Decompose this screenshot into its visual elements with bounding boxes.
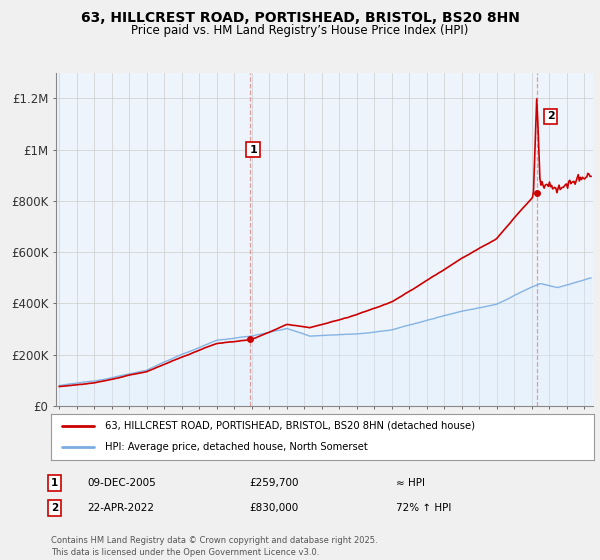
Text: 72% ↑ HPI: 72% ↑ HPI — [396, 503, 451, 513]
Text: HPI: Average price, detached house, North Somerset: HPI: Average price, detached house, Nort… — [106, 442, 368, 452]
Text: 1: 1 — [249, 144, 257, 155]
Text: £259,700: £259,700 — [249, 478, 299, 488]
Text: 2: 2 — [51, 503, 58, 513]
Text: 63, HILLCREST ROAD, PORTISHEAD, BRISTOL, BS20 8HN: 63, HILLCREST ROAD, PORTISHEAD, BRISTOL,… — [80, 11, 520, 25]
Text: 22-APR-2022: 22-APR-2022 — [87, 503, 154, 513]
Text: 09-DEC-2005: 09-DEC-2005 — [87, 478, 156, 488]
Text: 2: 2 — [547, 111, 554, 122]
Text: 63, HILLCREST ROAD, PORTISHEAD, BRISTOL, BS20 8HN (detached house): 63, HILLCREST ROAD, PORTISHEAD, BRISTOL,… — [106, 421, 475, 431]
Text: £830,000: £830,000 — [249, 503, 298, 513]
Text: 1: 1 — [51, 478, 58, 488]
Text: ≈ HPI: ≈ HPI — [396, 478, 425, 488]
Text: Price paid vs. HM Land Registry’s House Price Index (HPI): Price paid vs. HM Land Registry’s House … — [131, 24, 469, 36]
Text: Contains HM Land Registry data © Crown copyright and database right 2025.
This d: Contains HM Land Registry data © Crown c… — [51, 536, 377, 557]
